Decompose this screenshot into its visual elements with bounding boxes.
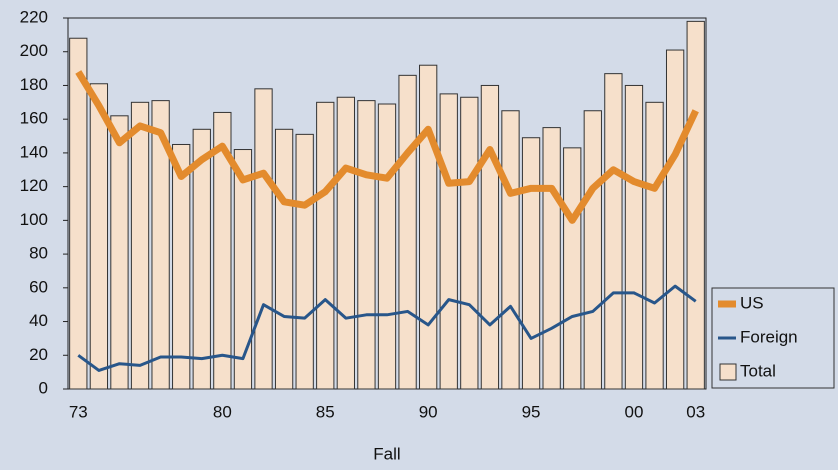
bar: [501, 110, 520, 390]
legend-label: Total: [740, 361, 776, 380]
y-tick-label: 160: [20, 109, 48, 128]
x-tick-label: 80: [213, 402, 232, 421]
bar: [69, 37, 88, 390]
bar: [274, 128, 294, 390]
bar: [398, 74, 417, 390]
x-tick-label: 00: [625, 402, 644, 421]
bar: [89, 83, 109, 390]
bar: [213, 111, 232, 390]
bar: [254, 88, 273, 390]
y-tick-label: 60: [29, 277, 48, 296]
x-tick-label: 03: [686, 402, 705, 421]
bar: [336, 96, 355, 390]
bar: [172, 143, 191, 390]
x-tick-label: 73: [69, 402, 88, 421]
y-tick-label: 180: [20, 75, 48, 94]
bar: [480, 84, 500, 390]
y-tick-label: 120: [20, 176, 48, 195]
y-tick-label: 100: [20, 210, 48, 229]
bar: [583, 110, 602, 390]
bar: [521, 137, 541, 390]
legend-label: US: [740, 293, 764, 312]
y-tick-label: 0: [39, 378, 48, 397]
bar: [233, 149, 253, 390]
y-tick-label: 140: [20, 142, 48, 161]
x-axis-label: Fall: [373, 444, 400, 463]
bar: [295, 133, 314, 390]
bar: [439, 93, 458, 390]
x-tick-label: 95: [522, 402, 541, 421]
legend-label: Foreign: [740, 327, 798, 346]
line: [75, 70, 699, 224]
bar: [542, 127, 561, 390]
y-tick-label: 220: [20, 7, 48, 26]
bar: [316, 101, 335, 390]
bar: [192, 128, 211, 390]
line: [77, 284, 697, 372]
bar: [151, 100, 170, 390]
bar: [130, 101, 150, 390]
y-tick-label: 200: [20, 41, 48, 60]
bar: [460, 96, 479, 390]
y-tick-label: 40: [29, 311, 48, 330]
legend-box: [711, 287, 835, 389]
bar: [624, 84, 644, 390]
legend-swatch: [719, 363, 737, 381]
y-tick-label: 80: [29, 244, 48, 263]
bar: [686, 20, 705, 390]
bar: [665, 49, 685, 390]
bar: [604, 73, 623, 390]
x-tick-label: 90: [419, 402, 438, 421]
y-tick-label: 20: [29, 345, 48, 364]
bar: [357, 100, 376, 390]
bar: [377, 103, 397, 390]
bar: [419, 64, 438, 390]
bar: [110, 115, 129, 390]
x-tick-label: 85: [316, 402, 335, 421]
bar: [563, 147, 582, 390]
bar: [645, 101, 664, 390]
